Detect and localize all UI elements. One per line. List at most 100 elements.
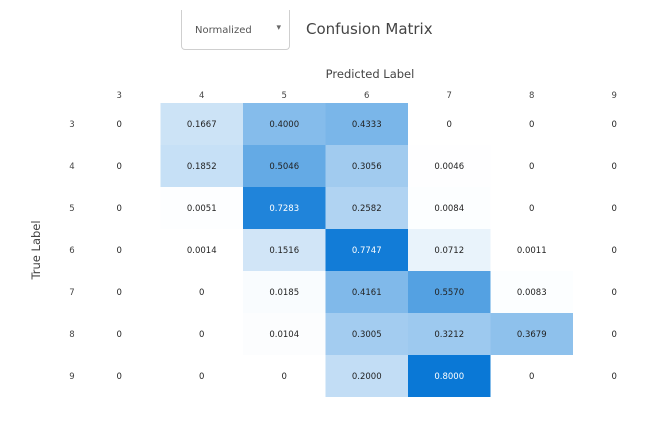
y-tick-label: 7 [69,288,74,298]
heatmap-cell[interactable] [573,271,656,313]
x-tick-label: 3 [117,91,122,101]
heatmap-cell[interactable] [408,271,491,313]
x-axis-label: Predicted Label [326,67,415,81]
x-tick-label: 9 [612,91,617,101]
heatmap-cell[interactable] [78,229,161,271]
y-tick-label: 9 [69,372,74,382]
x-tick-label: 7 [447,91,452,101]
heatmap-cell[interactable] [160,313,244,355]
heatmap-cell[interactable] [160,355,244,397]
cell-value-label: 0 [199,372,204,382]
heatmap-cell[interactable] [160,103,244,145]
heatmap-cell[interactable] [490,355,574,397]
heatmap-cell[interactable] [408,313,491,355]
heatmap-cell[interactable] [408,229,491,271]
x-tick-label: 4 [199,91,204,101]
heatmap-cell[interactable] [573,355,656,397]
cell-value-label: 0.0046 [434,162,464,172]
heatmap-cell[interactable] [573,313,656,355]
cell-value-label: 0.4000 [269,120,299,130]
cell-value-label: 0.5570 [434,288,464,298]
heatmap-cell[interactable] [573,229,656,271]
heatmap-cell[interactable] [325,355,409,397]
heatmap-cell[interactable] [243,187,326,229]
heatmap-cell[interactable] [408,187,491,229]
normalization-select[interactable]: Normalized ▾ [181,10,290,50]
cell-value-label: 0.0051 [187,204,217,214]
heatmap-cell[interactable] [243,313,326,355]
cell-value-label: 0.4161 [352,288,382,298]
cell-value-label: 0.0185 [269,288,299,298]
cell-value-label: 0 [612,120,617,130]
cell-value-label: 0.3056 [352,162,382,172]
heatmap-cell[interactable] [490,103,574,145]
heatmap-cell[interactable] [325,145,409,187]
cell-value-label: 0 [117,330,122,340]
cell-value-label: 0.1516 [269,246,299,256]
cell-value-label: 0.3005 [352,330,382,340]
heatmap-cell[interactable] [78,313,161,355]
y-tick-label: 8 [69,330,74,340]
heatmap-cells: 0 0.1667 0.4000 0.4333 0 0 0 0 0.1852 0.5046 0.305… [78,103,656,397]
cell-value-label: 0 [282,372,287,382]
heatmap-cell[interactable] [408,145,491,187]
cell-value-label: 0 [117,162,122,172]
heatmap-cell[interactable] [78,187,161,229]
heatmap-cell[interactable] [243,145,326,187]
heatmap-cell[interactable] [490,271,574,313]
cell-value-label: 0.4333 [352,120,382,130]
heatmap-cell[interactable] [78,271,161,313]
heatmap-cell[interactable] [160,271,244,313]
cell-value-label: 0.1667 [187,120,217,130]
heatmap-cell[interactable] [490,187,574,229]
heatmap-cell[interactable] [160,229,244,271]
cell-value-label: 0.0011 [517,246,547,256]
heatmap-cell[interactable] [573,145,656,187]
cell-value-label: 0 [117,372,122,382]
cell-value-label: 0.0104 [269,330,299,340]
cell-value-label: 0 [529,372,534,382]
cell-value-label: 0 [199,288,204,298]
cell-value-label: 0.7747 [352,246,382,256]
heatmap-cell[interactable] [325,271,409,313]
x-tick-labels: 3 4 5 6 7 8 9 [117,91,617,101]
cell-value-label: 0 [612,162,617,172]
heatmap-cell[interactable] [160,145,244,187]
heatmap-cell[interactable] [78,145,161,187]
cell-value-label: 0.2000 [352,372,382,382]
heatmap-cell[interactable] [573,103,656,145]
cell-value-label: 0 [612,246,617,256]
cell-value-label: 0.7283 [269,204,299,214]
cell-value-label: 0 [117,120,122,130]
cell-value-label: 0 [612,330,617,340]
y-axis-label: True Label [29,220,43,280]
y-tick-label: 6 [69,246,74,256]
heatmap-cell[interactable] [408,355,491,397]
heatmap-cell[interactable] [490,145,574,187]
normalization-select-value: Normalized [195,25,252,36]
heatmap-cell[interactable] [325,103,409,145]
heatmap-cell[interactable] [243,229,326,271]
heatmap-cell[interactable] [243,355,326,397]
y-tick-labels: 3 4 5 6 7 8 9 [69,120,74,382]
heatmap-cell[interactable] [325,229,409,271]
y-tick-label: 5 [69,204,74,214]
cell-value-label: 0.3212 [434,330,464,340]
heatmap-cell[interactable] [160,187,244,229]
heatmap-cell[interactable] [78,355,161,397]
cell-value-label: 0.3679 [517,330,547,340]
heatmap-cell[interactable] [490,229,574,271]
chevron-down-icon: ▾ [276,23,281,33]
cell-value-label: 0.0083 [517,288,547,298]
heatmap-cell[interactable] [490,313,574,355]
heatmap-cell[interactable] [325,187,409,229]
heatmap-cell[interactable] [408,103,491,145]
heatmap-cell[interactable] [243,103,326,145]
cell-value-label: 0.5046 [269,162,299,172]
heatmap-cell[interactable] [78,103,161,145]
heatmap-cell[interactable] [573,187,656,229]
heatmap-cell[interactable] [243,271,326,313]
cell-value-label: 0.0712 [434,246,464,256]
heatmap-cell[interactable] [325,313,409,355]
